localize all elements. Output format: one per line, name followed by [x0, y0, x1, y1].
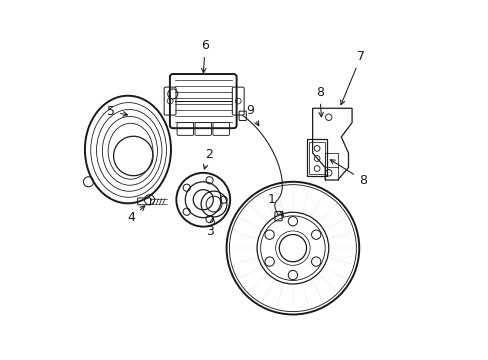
- Text: 2: 2: [203, 148, 212, 169]
- Text: 1: 1: [267, 193, 283, 216]
- Text: 9: 9: [245, 104, 258, 126]
- Bar: [308, 141, 325, 174]
- Text: 7: 7: [340, 50, 365, 105]
- Text: 3: 3: [206, 218, 214, 238]
- Text: 6: 6: [201, 39, 208, 73]
- Text: 5: 5: [107, 105, 127, 118]
- Bar: [306, 139, 326, 176]
- Text: 4: 4: [127, 206, 144, 224]
- Text: 8: 8: [330, 160, 366, 186]
- Text: 8: 8: [315, 86, 323, 117]
